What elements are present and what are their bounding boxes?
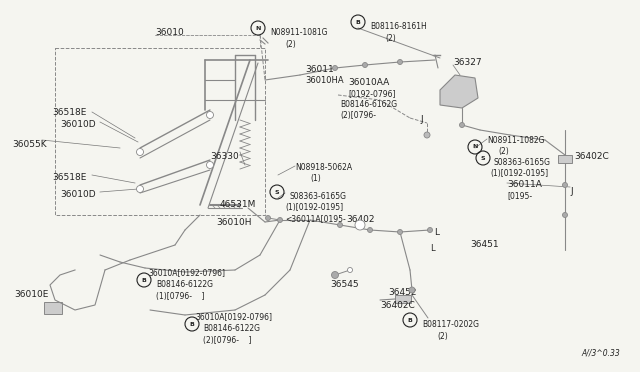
Text: N: N [255, 26, 260, 31]
Text: B08146-6122G: B08146-6122G [203, 324, 260, 333]
Text: (2): (2) [498, 147, 509, 156]
Text: <36011A[0195-: <36011A[0195- [285, 214, 346, 223]
Circle shape [397, 230, 403, 234]
Text: 36010H: 36010H [216, 218, 252, 227]
Text: (1)[0796-    ]: (1)[0796- ] [156, 292, 205, 301]
Circle shape [337, 222, 342, 228]
Text: 36010: 36010 [155, 28, 184, 37]
Text: J: J [420, 115, 422, 124]
Text: 36010AA: 36010AA [348, 78, 389, 87]
Text: (1)[0192-0195]: (1)[0192-0195] [285, 203, 343, 212]
Circle shape [207, 112, 214, 119]
Text: 36330: 36330 [210, 152, 239, 161]
Text: B08116-8161H: B08116-8161H [370, 22, 427, 31]
Text: 36402C: 36402C [574, 152, 609, 161]
Text: (2)[0796-: (2)[0796- [340, 111, 376, 120]
Circle shape [332, 272, 339, 279]
Text: N08911-1081G: N08911-1081G [270, 28, 328, 37]
Text: 36402: 36402 [346, 215, 374, 224]
Circle shape [362, 62, 367, 67]
Text: B: B [408, 317, 412, 323]
Text: (1): (1) [310, 174, 321, 183]
Circle shape [207, 161, 214, 169]
Text: 36451: 36451 [470, 240, 499, 249]
Text: S: S [275, 189, 279, 195]
Text: J: J [570, 187, 573, 196]
Text: 36545: 36545 [330, 280, 358, 289]
Text: 36010A[0192-0796]: 36010A[0192-0796] [148, 268, 225, 277]
Text: L: L [430, 244, 435, 253]
Text: B: B [356, 19, 360, 25]
Text: B: B [141, 278, 147, 282]
Circle shape [355, 220, 365, 230]
Circle shape [367, 228, 372, 232]
Bar [55, 48, 265, 215]
Text: 36010E: 36010E [14, 290, 49, 299]
Text: (2)[0796-    ]: (2)[0796- ] [203, 336, 252, 345]
Text: 36010HA: 36010HA [305, 76, 344, 85]
Text: 36010D: 36010D [60, 190, 95, 199]
Polygon shape [440, 75, 478, 108]
Circle shape [563, 212, 568, 218]
Text: (2): (2) [385, 34, 396, 43]
Text: N08918-5062A: N08918-5062A [295, 163, 352, 172]
Text: 36011A: 36011A [507, 180, 542, 189]
Circle shape [136, 148, 143, 155]
Circle shape [428, 228, 433, 232]
Text: (1)[0192-0195]: (1)[0192-0195] [490, 169, 548, 178]
Text: 36010D: 36010D [60, 120, 95, 129]
Text: 36452: 36452 [388, 288, 417, 297]
Text: (2): (2) [437, 332, 448, 341]
Text: A//3^0.33: A//3^0.33 [581, 349, 620, 358]
Text: [0192-0796]: [0192-0796] [348, 89, 396, 98]
Circle shape [409, 287, 415, 293]
Circle shape [333, 65, 337, 71]
Circle shape [278, 218, 282, 222]
Text: S: S [481, 155, 485, 160]
Text: 36402C: 36402C [380, 301, 415, 310]
Circle shape [136, 186, 143, 192]
Text: B08146-6122G: B08146-6122G [156, 280, 213, 289]
Text: B08117-0202G: B08117-0202G [422, 320, 479, 329]
Text: 46531M: 46531M [220, 200, 257, 209]
Text: 36327: 36327 [453, 58, 482, 67]
Text: S08363-6165G: S08363-6165G [290, 192, 347, 201]
Text: 36010A[0192-0796]: 36010A[0192-0796] [195, 312, 272, 321]
Text: [0195-: [0195- [507, 191, 532, 200]
Text: (2): (2) [285, 40, 296, 49]
Circle shape [460, 122, 465, 128]
Text: 36518E: 36518E [52, 173, 86, 182]
Bar [395, 295, 411, 303]
Text: L: L [434, 228, 439, 237]
Text: N: N [472, 144, 477, 150]
Circle shape [424, 132, 430, 138]
Text: B: B [189, 321, 195, 327]
Bar [44, 302, 62, 314]
Text: 36055K: 36055K [12, 140, 47, 149]
Text: S08363-6165G: S08363-6165G [494, 158, 551, 167]
Text: 36518E: 36518E [52, 108, 86, 117]
Circle shape [563, 183, 568, 187]
Circle shape [397, 60, 403, 64]
Circle shape [348, 267, 353, 273]
Text: N08911-1082G: N08911-1082G [487, 136, 545, 145]
Bar [558, 155, 572, 163]
Text: 36011: 36011 [305, 65, 333, 74]
Text: B08146-6162G: B08146-6162G [340, 100, 397, 109]
Circle shape [266, 215, 271, 221]
